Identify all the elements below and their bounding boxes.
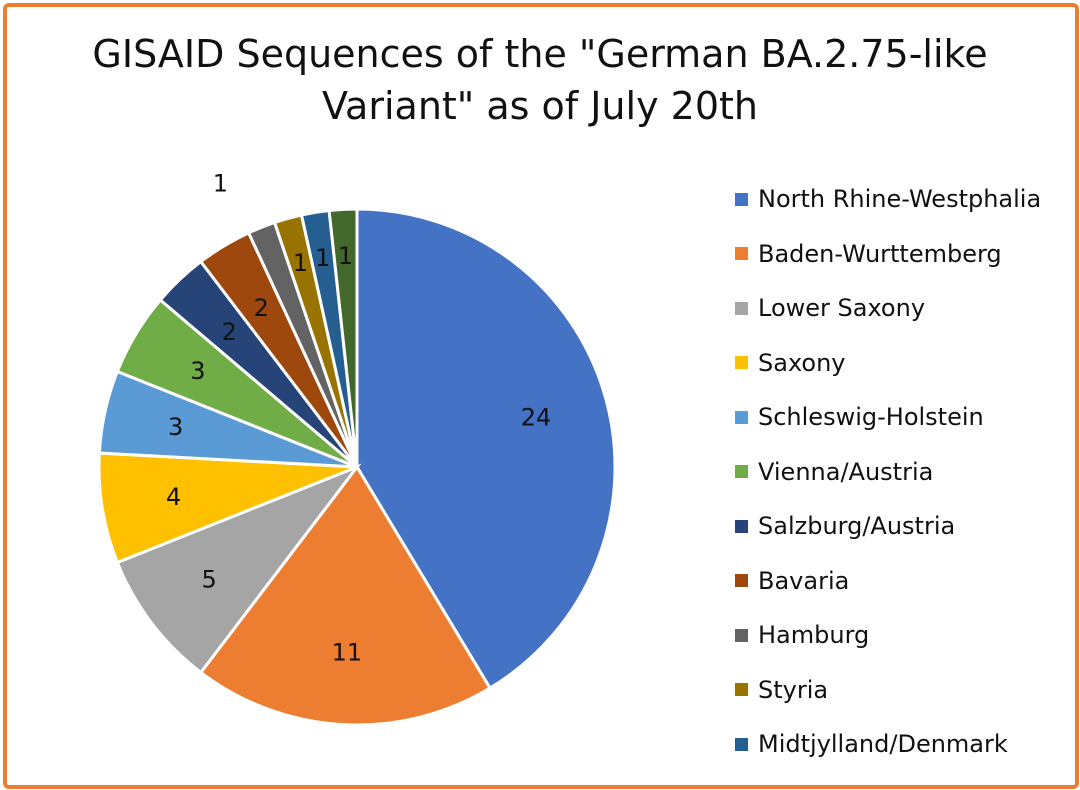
pie-data-label-4: 3 (168, 413, 183, 441)
legend-label-0: North Rhine-Westphalia (758, 185, 1042, 214)
legend-swatch-1 (735, 247, 748, 261)
legend-item-3: Saxony (735, 336, 1075, 391)
legend-item-0: North Rhine-Westphalia (735, 172, 1075, 227)
pie-data-label-3: 4 (166, 483, 181, 511)
pie-data-label-8: 1 (213, 169, 228, 197)
legend-item-4: Schleswig-Holstein (735, 390, 1075, 445)
chart-legend: North Rhine-Westphalia Baden-Wurttemberg L… (735, 172, 1075, 772)
legend-item-5: Vienna/Austria (735, 445, 1075, 500)
pie-slice-2 (115, 463, 362, 675)
legend-label-9: Styria (758, 675, 829, 704)
legend-item-2: Lower Saxony (735, 281, 1075, 336)
pie-data-label-7: 2 (254, 294, 269, 322)
legend-item-9: Styria (735, 663, 1075, 718)
legend-swatch-2 (735, 301, 748, 315)
legend-label-6: Salzburg/Austria (758, 512, 956, 541)
legend-item-8: Hamburg (735, 608, 1075, 663)
legend-item-6: Salzburg/Austria (735, 499, 1075, 554)
pie-slice-1 (198, 464, 493, 727)
legend-label-7: Bavaria (758, 566, 850, 595)
legend-swatch-8 (735, 628, 748, 642)
legend-swatch-10 (735, 737, 748, 751)
pie-slices (97, 207, 617, 727)
legend-swatch-3 (735, 356, 748, 370)
pie-data-label-1: 11 (332, 638, 363, 666)
pie-slice-0 (355, 207, 617, 691)
legend-item-7: Bavaria (735, 554, 1075, 609)
pie-data-label-2: 5 (201, 565, 216, 593)
pie-slice-11 (327, 207, 359, 468)
legend-label-1: Baden-Wurttemberg (758, 239, 1002, 268)
pie-data-label-6: 2 (222, 318, 237, 346)
legend-label-2: Lower Saxony (758, 294, 926, 323)
pie-data-label-0: 24 (521, 403, 552, 431)
legend-label-3: Saxony (758, 348, 846, 377)
legend-label-5: Vienna/Austria (758, 457, 934, 486)
legend-swatch-7 (735, 574, 748, 588)
legend-swatch-4 (735, 410, 748, 424)
legend-label-10: Midtjylland/Denmark (758, 730, 1008, 759)
pie-data-label-5: 3 (190, 357, 205, 385)
legend-swatch-6 (735, 519, 748, 533)
pie-data-label-11: 1 (338, 242, 353, 270)
legend-item-10: Midtjylland/Denmark (735, 717, 1075, 772)
pie-slice-3 (97, 451, 358, 565)
pie-data-label-9: 1 (293, 249, 308, 277)
legend-label-4: Schleswig-Holstein (758, 403, 984, 432)
legend-swatch-0 (735, 192, 748, 206)
legend-swatch-5 (735, 465, 748, 479)
chart-title-line-2: Variant" as of July 20th (322, 84, 758, 128)
legend-swatch-9 (735, 683, 748, 697)
chart-title-line-1: GISAID Sequences of the "German BA.2.75-… (92, 32, 988, 76)
legend-item-1: Baden-Wurttemberg (735, 227, 1075, 282)
pie-data-label-10: 1 (315, 244, 330, 272)
chart-title: GISAID Sequences of the "German BA.2.75-… (0, 28, 1080, 132)
legend-label-8: Hamburg (758, 621, 870, 650)
